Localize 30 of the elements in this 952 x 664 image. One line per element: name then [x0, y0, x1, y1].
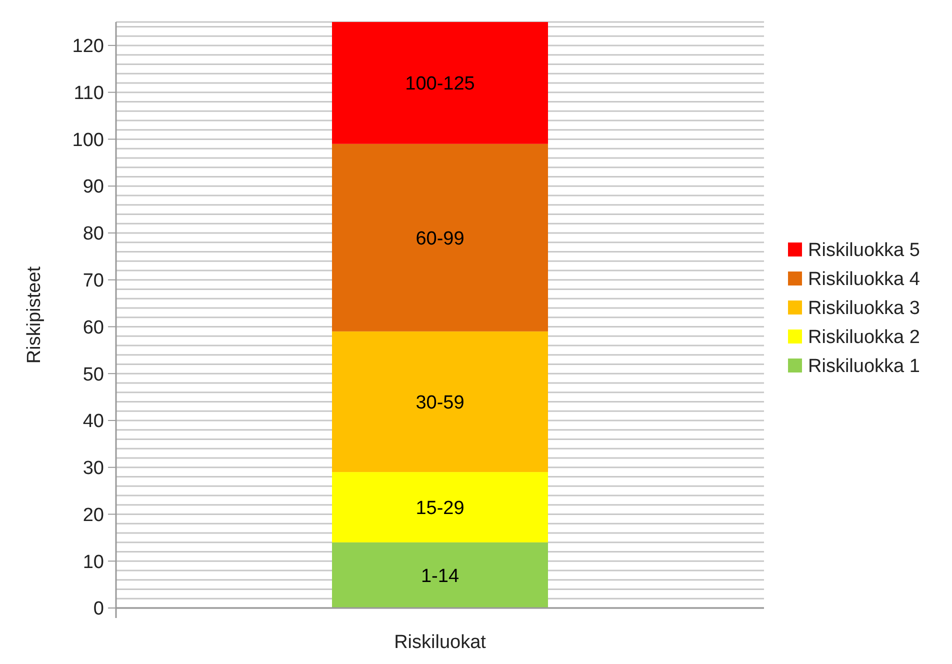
y-tick-label: 20	[82, 504, 104, 526]
data-label: 100-125	[405, 74, 475, 95]
y-tick-label: 50	[82, 364, 104, 386]
data-label: 60-99	[416, 228, 464, 250]
y-tick-label: 120	[72, 36, 104, 58]
x-axis-title: Riskiluokat	[394, 632, 487, 653]
data-label: 1-14	[420, 566, 460, 587]
y-tick-label: 70	[82, 270, 104, 292]
y-tick-label: 110	[74, 82, 104, 104]
y-tick-label: 80	[82, 224, 104, 245]
y-tick-label: 90	[82, 176, 104, 198]
y-tick-label: 60	[82, 317, 104, 338]
y-tick-label: 0	[93, 598, 104, 620]
data-label: 15-29	[416, 498, 464, 519]
y-tick-label: 10	[82, 552, 104, 573]
legend-label: Riskiluokka 3	[808, 298, 920, 320]
legend-label: Riskiluokka 5	[808, 240, 920, 262]
y-tick-label: 100	[72, 130, 104, 151]
legend-label: Riskiluokka 1	[808, 356, 920, 378]
y-axis-title: Riskipisteet	[24, 266, 45, 364]
y-tick-label: 40	[82, 411, 104, 432]
bar	[332, 542, 548, 608]
y-tick-label: 30	[82, 458, 104, 480]
bar	[332, 472, 548, 542]
bar	[332, 331, 548, 472]
bar	[332, 144, 548, 332]
data-label: 30-59	[416, 392, 464, 414]
legend-label: Riskiluokka 4	[808, 269, 920, 290]
bar	[332, 22, 548, 144]
legend-label: Riskiluokka 2	[808, 327, 920, 348]
